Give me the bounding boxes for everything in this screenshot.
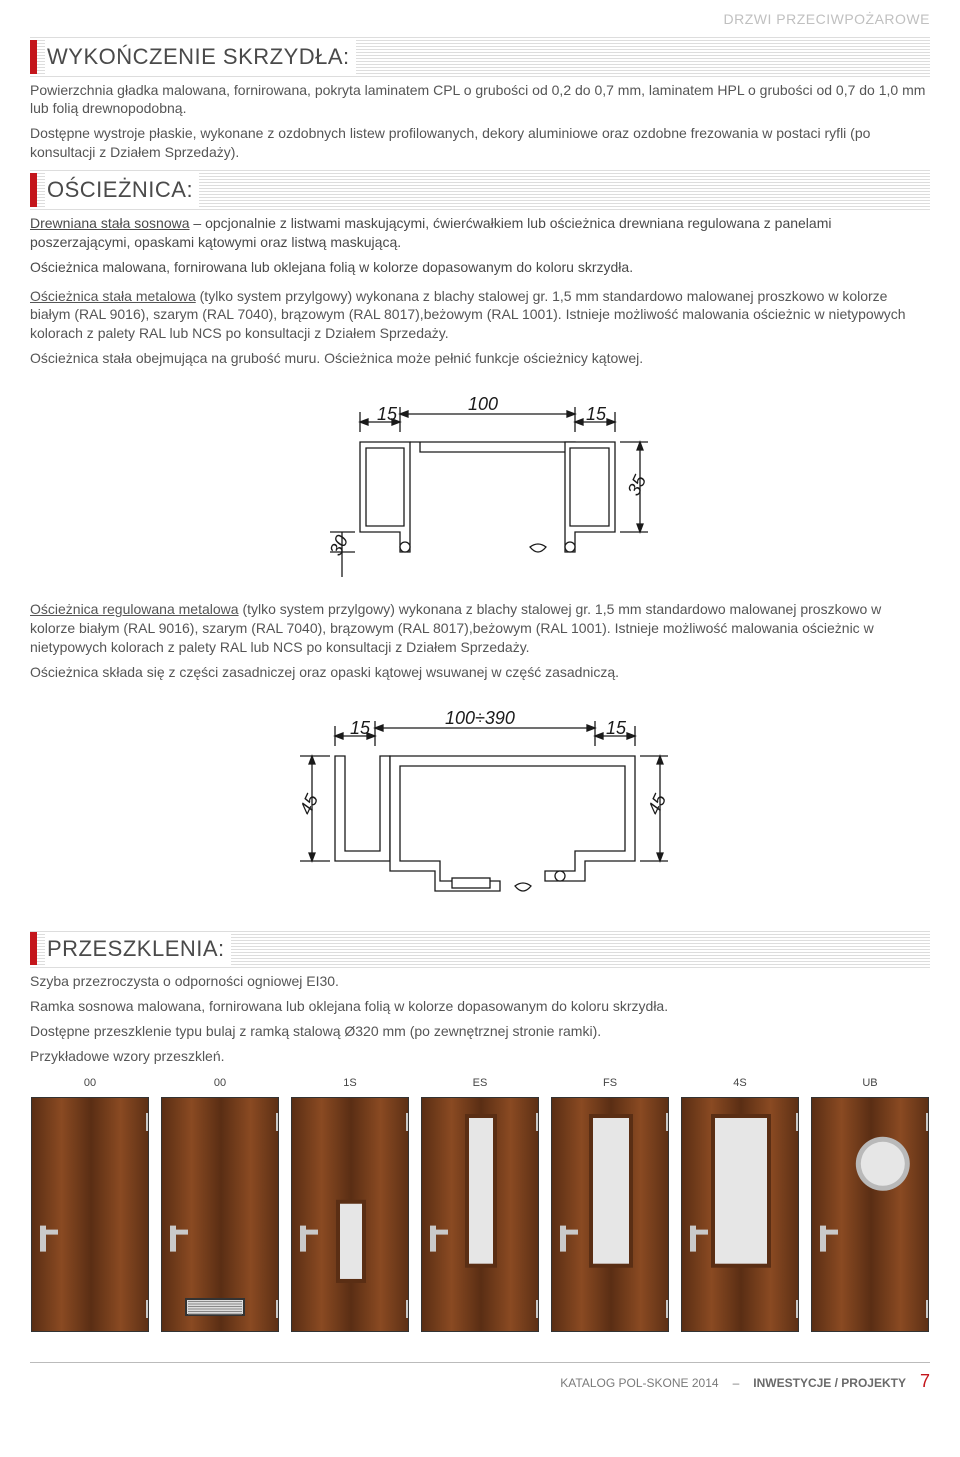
svg-text:30: 30 xyxy=(325,532,352,559)
body-paragraph: Szyba przezroczysta o odporności ogniowe… xyxy=(30,972,930,991)
frame-profile-diagram-fixed: 15 100 15 30 35 xyxy=(30,382,930,582)
red-accent-bar xyxy=(30,40,37,74)
door-label: 00 xyxy=(84,1076,96,1091)
footer-page-number: 7 xyxy=(920,1369,930,1393)
door-thumb xyxy=(31,1097,149,1332)
door-label: UB xyxy=(862,1076,877,1091)
frame-profile-diagram-adjustable: 15 100÷390 15 45 45 xyxy=(30,696,930,911)
svg-text:100: 100 xyxy=(468,394,498,414)
red-accent-bar xyxy=(30,932,37,966)
svg-text:15: 15 xyxy=(350,718,371,738)
door-sample: 00 xyxy=(160,1076,280,1332)
body-paragraph: Powierzchnia gładka malowana, fornirowan… xyxy=(30,81,930,119)
svg-text:45: 45 xyxy=(295,790,322,817)
body-paragraph: Ramka sosnowa malowana, fornirowana lub … xyxy=(30,997,930,1016)
door-samples-row: 00 00 1S ES FS 4S UB xyxy=(30,1076,930,1332)
body-paragraph: Dostępne wystroje płaskie, wykonane z oz… xyxy=(30,124,930,162)
door-sample: 1S xyxy=(290,1076,410,1332)
underlined-term: Ościeżnica stała metalowa xyxy=(30,288,196,304)
body-paragraph: Dostępne przeszklenie typu bulaj z ramką… xyxy=(30,1022,930,1041)
door-label: FS xyxy=(603,1076,617,1091)
svg-text:15: 15 xyxy=(377,404,398,424)
section-title: WYKOŃCZENIE SKRZYDŁA: xyxy=(45,40,356,74)
body-paragraph: Ościeżnica regulowana metalowa (tylko sy… xyxy=(30,600,930,657)
section-title: OŚCIEŻNICA: xyxy=(45,173,199,207)
body-paragraph: Ościeżnica składa się z części zasadnicz… xyxy=(30,663,930,682)
door-thumb xyxy=(421,1097,539,1332)
footer-section: INWESTYCJE / PROJEKTY xyxy=(753,1375,906,1391)
section-heading-przeszklenia: PRZESZKLENIA: xyxy=(30,929,930,969)
door-sample: ES xyxy=(420,1076,540,1332)
door-label: 00 xyxy=(214,1076,226,1091)
body-paragraph: Ościeżnica malowana, fornirowana lub okl… xyxy=(30,258,930,277)
svg-text:45: 45 xyxy=(643,790,670,817)
door-label: ES xyxy=(473,1076,488,1091)
door-thumb xyxy=(681,1097,799,1332)
door-sample: UB xyxy=(810,1076,930,1332)
door-thumb xyxy=(291,1097,409,1332)
category-header: DRZWI PRZECIWPOŻAROWE xyxy=(30,10,930,29)
body-paragraph: Ościeżnica stała metalowa (tylko system … xyxy=(30,287,930,344)
svg-text:35: 35 xyxy=(623,471,650,498)
body-paragraph: Ościeżnica stała obejmująca na grubość m… xyxy=(30,349,930,368)
section-heading-wykonczenie: WYKOŃCZENIE SKRZYDŁA: xyxy=(30,37,930,77)
footer-catalog: KATALOG POL-SKONE 2014 xyxy=(560,1375,718,1391)
door-thumb xyxy=(551,1097,669,1332)
section-heading-oscieznica: OŚCIEŻNICA: xyxy=(30,170,930,210)
underlined-term: Drewniana stała sosnowa xyxy=(30,215,190,231)
body-paragraph: Przykładowe wzory przeszkleń. xyxy=(30,1047,930,1066)
footer-dash: – xyxy=(733,1375,740,1391)
svg-text:100÷390: 100÷390 xyxy=(445,708,515,728)
body-paragraph: Drewniana stała sosnowa – opcjonalnie z … xyxy=(30,214,930,252)
underlined-term: Ościeżnica regulowana metalowa xyxy=(30,601,239,617)
door-label: 4S xyxy=(733,1076,746,1091)
page-footer: KATALOG POL-SKONE 2014 – INWESTYCJE / PR… xyxy=(30,1362,930,1393)
door-sample: 00 xyxy=(30,1076,150,1332)
svg-text:15: 15 xyxy=(606,718,627,738)
door-sample: 4S xyxy=(680,1076,800,1332)
door-sample: FS xyxy=(550,1076,670,1332)
door-thumb xyxy=(811,1097,929,1332)
door-label: 1S xyxy=(343,1076,356,1091)
svg-text:15: 15 xyxy=(586,404,607,424)
door-thumb xyxy=(161,1097,279,1332)
red-accent-bar xyxy=(30,173,37,207)
section-title: PRZESZKLENIA: xyxy=(45,932,231,966)
